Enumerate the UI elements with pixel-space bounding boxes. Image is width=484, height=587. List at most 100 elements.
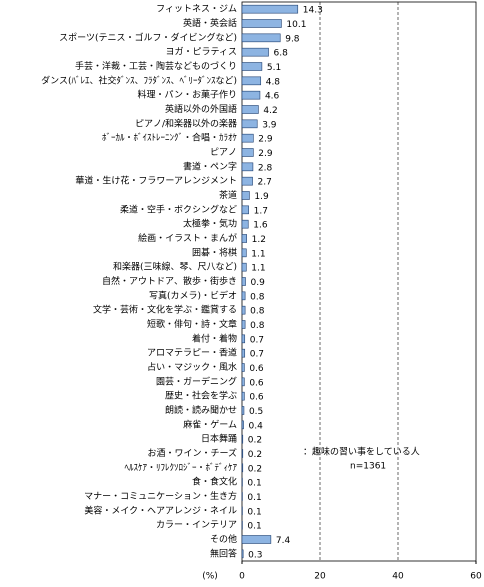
y-tick-label: ピアノ [210, 147, 237, 158]
bar [241, 205, 249, 215]
value-label: 0.8 [250, 307, 265, 317]
value-label: 7.4 [276, 536, 291, 546]
x-axis-label: (%) [202, 572, 218, 582]
value-label: 2.7 [258, 178, 272, 188]
y-tick-label: アロマテラピー・香道 [147, 347, 237, 359]
value-label: 0.6 [249, 364, 264, 374]
y-tick-label: 英語・英会話 [183, 17, 237, 29]
bar [241, 219, 249, 229]
bar [241, 234, 247, 243]
value-label: 0.1 [247, 493, 261, 503]
value-label: 10.1 [286, 20, 306, 30]
y-tick-label: カラー・インテリア [156, 520, 237, 531]
y-tick-label: 着付・着物 [192, 332, 237, 344]
y-tick-label: マナー・コミュニケーション・生き方 [84, 490, 237, 502]
bar [241, 291, 246, 301]
bar [241, 176, 253, 186]
value-label: 0.5 [249, 407, 263, 417]
value-label: 0.7 [250, 335, 264, 345]
y-tick-label: お酒・ワイン・チーズ [147, 447, 237, 459]
value-label: 0.6 [249, 378, 264, 388]
bar [241, 320, 246, 329]
y-tick-label: ﾍﾙｽｹｱ・ﾘﾌﾚｸｿﾛｼﾞｰ・ﾎﾞﾃﾞｨｹｱ [124, 462, 237, 473]
bar [241, 33, 281, 43]
bar [241, 4, 299, 14]
y-tick-label: 太極拳・気功 [183, 218, 237, 230]
y-tick-label: ピアノ/和楽器以外の楽器 [135, 117, 237, 129]
y-tick-label: 麻雀・ゲーム [183, 418, 237, 430]
y-tick-label: 和楽器(三味線、琴、尺八など) [113, 261, 237, 273]
x-tick-label: 60 [470, 572, 482, 582]
x-tick-label: 0 [239, 572, 245, 582]
y-tick-label: 手芸・洋裁・工芸・陶芸などものづくり [75, 60, 237, 72]
bar [241, 248, 247, 258]
y-tick-label: 自然・アウトドア、散歩・街歩き [102, 275, 237, 287]
y-tick-label: ダンス(ﾊﾞﾚｴ、社交ﾀﾞﾝｽ、ﾌﾗﾀﾞﾝｽ、ﾍﾞﾘｰﾀﾞﾝｽなど) [41, 74, 237, 86]
y-tick-label: 無回答 [210, 547, 237, 559]
value-label: 1.1 [251, 249, 265, 259]
y-tick-label: フィットネス・ジム [156, 4, 237, 15]
bar [241, 377, 245, 387]
annotation: n=1361 [350, 462, 386, 472]
value-label: 0.1 [247, 507, 261, 517]
value-label: 0.4 [249, 421, 264, 431]
value-label: 4.8 [266, 77, 281, 87]
value-label: 0.9 [251, 278, 266, 288]
bar [241, 148, 254, 157]
y-tick-label: ﾎﾞｰｶﾙ・ﾎﾞｲｽﾄﾚｰﾆﾝｸﾞ・合唱・ｶﾗｵｹ [102, 132, 238, 144]
value-label: 0.6 [249, 393, 264, 403]
y-tick-label: 短歌・俳句・詩・文章 [147, 318, 237, 330]
value-label: 4.6 [265, 92, 280, 102]
y-tick-label: ヨガ・ピラティス [166, 47, 237, 58]
y-tick-label: 歴史・社会を学ぶ [165, 390, 237, 402]
bar [241, 262, 247, 272]
value-label: 0.8 [250, 321, 265, 331]
value-label: 0.1 [247, 522, 261, 532]
y-tick-label: 料理・パン・お菓子作り [138, 89, 237, 101]
bar [241, 47, 269, 57]
value-label: 3.9 [262, 120, 277, 130]
bar [241, 391, 245, 401]
x-tick-label: 20 [314, 572, 326, 582]
y-tick-label: 華道・生け花・フラワーアレンジメント [75, 175, 237, 187]
bar [241, 133, 254, 143]
value-label: 2.9 [258, 135, 273, 145]
value-label: 4.2 [263, 106, 277, 116]
value-label: 14.3 [303, 6, 323, 16]
y-tick-label: 占い・マジック・風水 [147, 361, 237, 373]
bar [241, 549, 244, 559]
bar [241, 191, 250, 200]
value-label: 0.2 [248, 450, 262, 460]
value-label: 1.1 [251, 264, 265, 274]
value-label: 0.7 [250, 350, 264, 360]
value-label: 0.2 [248, 464, 262, 474]
y-tick-label: 園芸・ガーデニング [156, 375, 237, 387]
bar [241, 162, 254, 172]
y-tick-label: その他 [210, 533, 237, 545]
y-tick-label: 写真(カメラ)・ビデオ [149, 289, 237, 301]
bar [241, 334, 246, 344]
value-label: 1.2 [252, 235, 266, 245]
bar [241, 434, 244, 444]
bar [241, 90, 261, 100]
value-label: 0.8 [250, 292, 265, 302]
y-tick-label: 絵画・イラスト・まんが [138, 232, 237, 244]
bar [241, 62, 263, 71]
bar [241, 19, 282, 28]
y-tick-label: 書道・ペン字 [183, 160, 237, 172]
bar [241, 463, 244, 473]
y-tick-label: 柔道・空手・ボクシングなど [120, 203, 237, 215]
value-label: 1.7 [254, 206, 268, 216]
y-tick-label: スポーツ(テニス・ゴルフ・ダイビングなど) [59, 31, 237, 43]
bar [241, 406, 245, 415]
value-label: 0.1 [247, 479, 261, 489]
bar [241, 449, 244, 458]
y-tick-label: 美容・メイク・ヘアアレンジ・ネイル [84, 504, 237, 516]
y-tick-label: 日本舞踊 [201, 433, 237, 445]
y-tick-label: 朗読・読み聞かせ [165, 404, 237, 416]
bar [241, 119, 258, 129]
y-tick-label: 文学・芸術・文化を学ぶ・鑑賞する [93, 304, 237, 316]
value-label: 5.1 [267, 63, 281, 73]
value-label: 2.8 [258, 163, 273, 173]
